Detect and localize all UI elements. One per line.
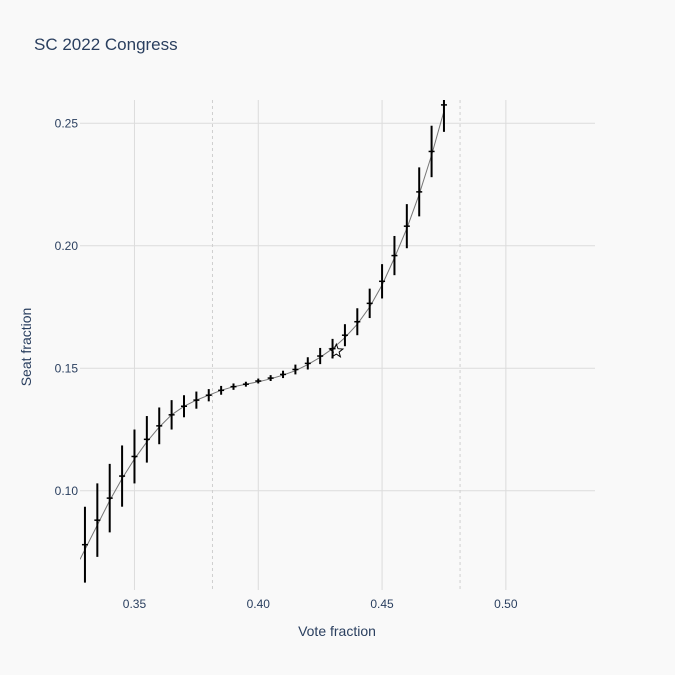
series-group bbox=[80, 100, 447, 583]
y-tick-label: 0.15 bbox=[55, 361, 79, 375]
chart-title: SC 2022 Congress bbox=[34, 35, 178, 54]
fit-curve bbox=[80, 110, 445, 560]
y-axis-title: Seat fraction bbox=[18, 308, 34, 387]
y-tick-label: 0.25 bbox=[55, 116, 79, 130]
x-axis-title: Vote fraction bbox=[298, 623, 376, 639]
y-tick-label: 0.10 bbox=[55, 484, 79, 498]
x-tick-label: 0.45 bbox=[370, 597, 394, 611]
observed-star-marker bbox=[328, 342, 345, 358]
x-tick-label: 0.40 bbox=[247, 597, 271, 611]
plot-area bbox=[80, 100, 447, 583]
grid bbox=[80, 100, 595, 590]
reference-lines bbox=[211, 100, 461, 590]
x-tick-label: 0.50 bbox=[494, 597, 518, 611]
y-tick-label: 0.20 bbox=[55, 239, 79, 253]
x-tick-label: 0.35 bbox=[123, 597, 147, 611]
tick-labels: 0.10 0.15 0.20 0.25 0.35 0.40 0.45 0.50 bbox=[55, 116, 518, 611]
